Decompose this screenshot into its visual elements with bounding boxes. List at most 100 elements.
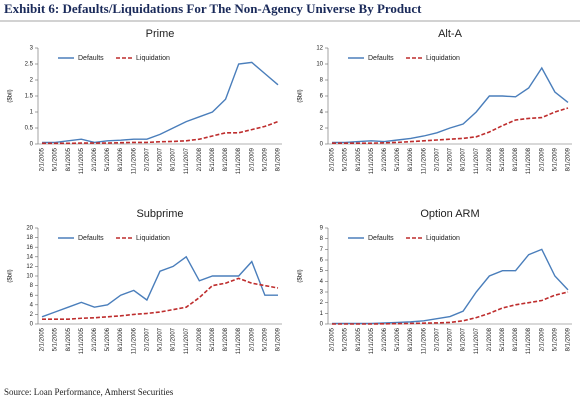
series-line bbox=[332, 291, 569, 325]
x-tick-label: 11/1/2008 bbox=[236, 327, 242, 354]
y-tick-label: 2 bbox=[30, 312, 34, 318]
x-tick-label: 5/1/2008 bbox=[500, 327, 506, 351]
x-tick-label: 11/1/2005 bbox=[369, 327, 375, 354]
y-tick-label: 2 bbox=[320, 300, 324, 306]
x-tick-label: 11/1/2005 bbox=[79, 327, 85, 354]
chart-panel: Subprime ($bil) 0 2 4 6 8 10 12 14 16 18 20 2/1/2005 5… bbox=[8, 208, 282, 354]
y-tick-label: 9 bbox=[320, 226, 324, 232]
x-tick-label: 2/1/2009 bbox=[249, 327, 255, 351]
legend-label: Liquidation bbox=[136, 55, 170, 62]
x-tick-label: 5/1/2006 bbox=[395, 327, 401, 351]
chart-title: Prime bbox=[146, 28, 175, 40]
x-tick-label: 2/1/2006 bbox=[382, 327, 388, 351]
x-tick-label: 11/1/2007 bbox=[184, 327, 190, 354]
x-tick-label: 2/1/2009 bbox=[539, 327, 545, 351]
x-tick-label: 5/1/2007 bbox=[448, 327, 454, 351]
x-tick-label: 11/1/2006 bbox=[131, 147, 137, 174]
series-line bbox=[42, 277, 279, 321]
y-tick-label: 8 bbox=[30, 283, 34, 289]
x-tick-label: 11/1/2007 bbox=[184, 147, 190, 174]
y-tick-label: 10 bbox=[26, 274, 33, 280]
x-tick-label: 11/1/2006 bbox=[421, 147, 427, 174]
x-tick-label: 2/1/2009 bbox=[539, 147, 545, 171]
y-tick-label: 8 bbox=[320, 236, 324, 242]
y-tick-label: 20 bbox=[26, 226, 33, 232]
x-tick-label: 8/1/2005 bbox=[66, 327, 72, 351]
x-tick-label: 8/1/2008 bbox=[223, 327, 229, 351]
series-line bbox=[42, 61, 279, 144]
series-line bbox=[332, 107, 569, 144]
x-tick-label: 8/1/2005 bbox=[66, 147, 72, 171]
x-tick-label: 11/1/2007 bbox=[474, 327, 480, 354]
y-tick-label: 2 bbox=[320, 126, 324, 132]
series-line bbox=[332, 66, 569, 144]
x-tick-label: 2/1/2005 bbox=[330, 147, 336, 171]
y-axis-label: ($bil) bbox=[298, 89, 304, 102]
y-tick-label: 4 bbox=[30, 302, 34, 308]
y-tick-label: 1.5 bbox=[25, 94, 34, 100]
x-tick-label: 11/1/2007 bbox=[474, 147, 480, 174]
x-tick-label: 8/1/2009 bbox=[566, 327, 572, 351]
x-tick-label: 11/1/2008 bbox=[526, 147, 532, 174]
x-tick-label: 11/1/2006 bbox=[131, 327, 137, 354]
x-tick-label: 5/1/2008 bbox=[500, 147, 506, 171]
x-tick-label: 8/1/2005 bbox=[356, 327, 362, 351]
y-tick-label: 2 bbox=[30, 78, 34, 84]
chart-title: Subprime bbox=[136, 208, 183, 220]
x-tick-label: 2/1/2008 bbox=[197, 147, 203, 171]
y-tick-label: 18 bbox=[26, 235, 33, 241]
x-tick-label: 11/1/2006 bbox=[421, 327, 427, 354]
y-tick-label: 14 bbox=[26, 254, 33, 260]
x-tick-label: 8/1/2009 bbox=[566, 147, 572, 171]
y-tick-label: 5 bbox=[320, 268, 324, 274]
x-tick-label: 5/1/2006 bbox=[395, 147, 401, 171]
y-tick-label: 0 bbox=[320, 322, 324, 328]
exhibit-title: Exhibit 6: Defaults/Liquidations For The… bbox=[4, 1, 422, 16]
x-tick-label: 2/1/2005 bbox=[40, 147, 46, 171]
legend-label: Liquidation bbox=[426, 235, 460, 242]
x-tick-label: 2/1/2007 bbox=[434, 327, 440, 351]
chart-panel: Option ARM ($bil) 0 1 2 3 4 5 6 7 8 9 2/1/2005 5/1/20… bbox=[298, 208, 572, 354]
x-tick-label: 2/1/2008 bbox=[487, 327, 493, 351]
legend-label: Defaults bbox=[368, 235, 394, 242]
y-tick-label: 2.5 bbox=[25, 62, 34, 68]
y-tick-label: 4 bbox=[320, 279, 324, 285]
x-tick-label: 2/1/2007 bbox=[144, 147, 150, 171]
x-tick-label: 8/1/2006 bbox=[408, 327, 414, 351]
x-tick-label: 5/1/2005 bbox=[53, 147, 59, 171]
legend-label: Defaults bbox=[368, 55, 394, 62]
x-tick-label: 5/1/2008 bbox=[210, 147, 216, 171]
x-tick-label: 8/1/2005 bbox=[356, 147, 362, 171]
x-tick-label: 11/1/2005 bbox=[369, 147, 375, 174]
x-tick-label: 5/1/2009 bbox=[552, 327, 558, 351]
series-line bbox=[41, 255, 278, 318]
series-line bbox=[42, 120, 279, 145]
legend-label: Defaults bbox=[78, 235, 104, 242]
x-tick-label: 5/1/2007 bbox=[448, 147, 454, 171]
x-tick-label: 8/1/2009 bbox=[276, 327, 282, 351]
x-tick-label: 8/1/2009 bbox=[276, 147, 282, 171]
x-tick-label: 8/1/2008 bbox=[513, 327, 519, 351]
y-tick-label: 6 bbox=[320, 94, 324, 100]
x-tick-label: 2/1/2006 bbox=[92, 327, 98, 351]
x-tick-label: 5/1/2009 bbox=[262, 147, 268, 171]
y-tick-label: 10 bbox=[316, 62, 323, 68]
x-tick-label: 8/1/2007 bbox=[171, 147, 177, 171]
x-tick-label: 8/1/2008 bbox=[513, 147, 519, 171]
x-tick-label: 5/1/2005 bbox=[53, 327, 59, 351]
chart-panel: Prime ($bil) 0 0.5 1 1.5 2 2.5 3 2/1/2005 5/1/2005… bbox=[8, 28, 282, 174]
y-tick-label: 16 bbox=[26, 245, 33, 251]
legend-label: Defaults bbox=[78, 55, 104, 62]
x-tick-label: 2/1/2008 bbox=[487, 147, 493, 171]
x-tick-label: 11/1/2008 bbox=[526, 327, 532, 354]
y-tick-label: 3 bbox=[320, 290, 324, 296]
series-line bbox=[332, 248, 569, 325]
x-tick-label: 8/1/2007 bbox=[461, 327, 467, 351]
x-tick-label: 8/1/2006 bbox=[118, 327, 124, 351]
y-tick-label: 1 bbox=[30, 110, 34, 116]
x-tick-label: 5/1/2006 bbox=[105, 327, 111, 351]
legend-label: Liquidation bbox=[136, 235, 170, 242]
y-axis-label: ($bil) bbox=[8, 89, 14, 102]
source-note: Source: Loan Performance, Amherst Securi… bbox=[4, 387, 174, 397]
